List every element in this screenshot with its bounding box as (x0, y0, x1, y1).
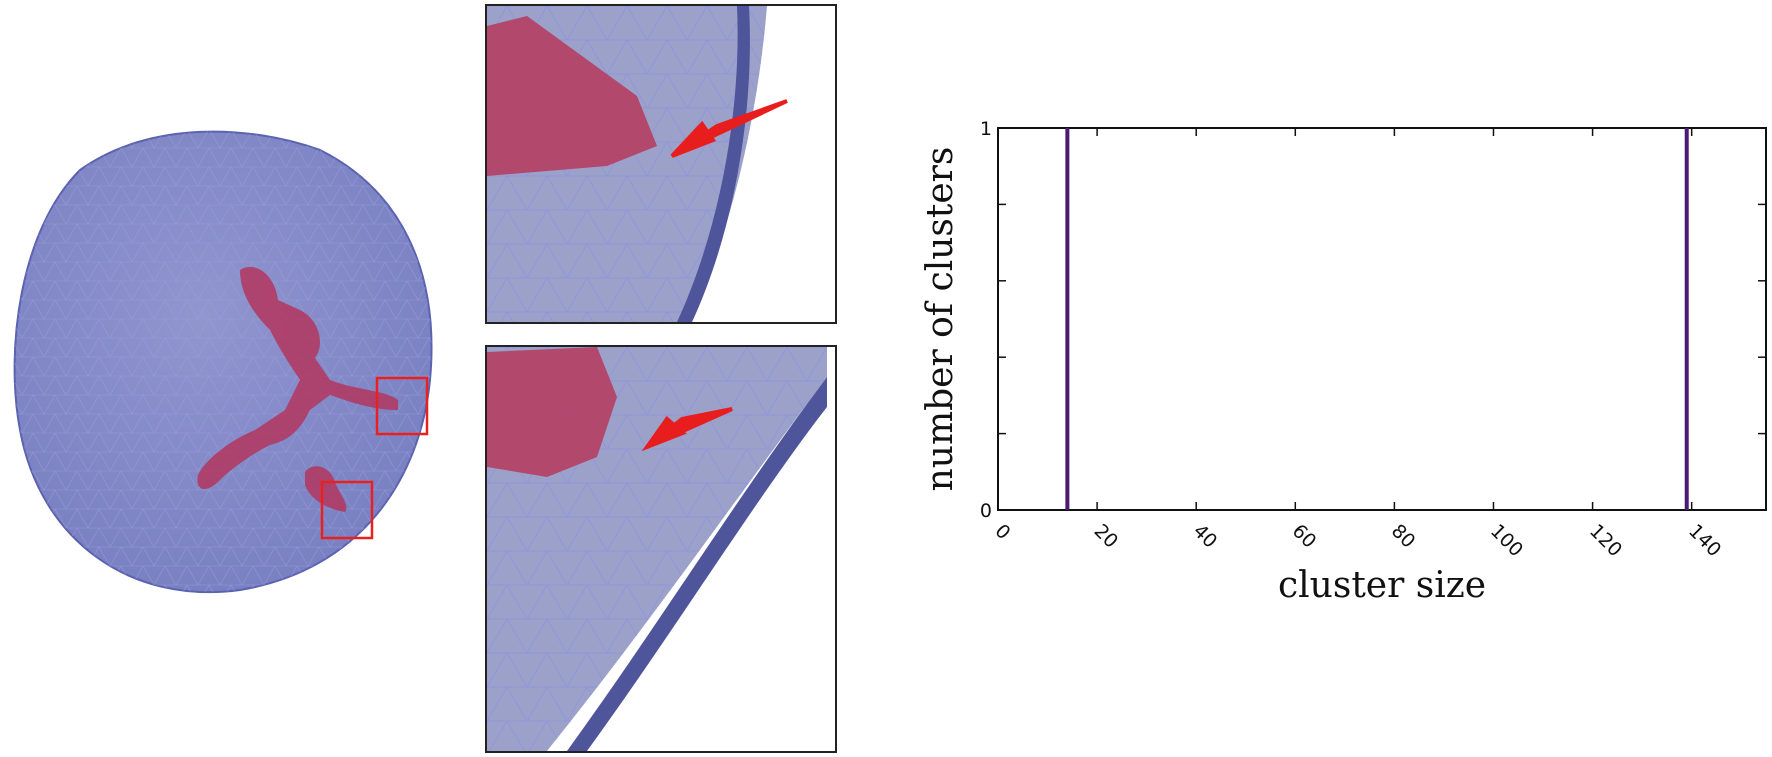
small-cluster (305, 466, 347, 512)
bar (1065, 128, 1070, 510)
y-tick-label: 0 (980, 500, 992, 522)
chart-svg: 01 0 20 40 60 80 100 120 140 cluster size numbe… (920, 118, 1767, 606)
red-arrow (670, 99, 788, 158)
highlight-box-lower (320, 480, 374, 540)
bars (1065, 128, 1689, 510)
zoomed-neck-icon (487, 6, 835, 322)
y-ticks: 01 (980, 118, 1766, 522)
x-tick-label: 120 (1585, 520, 1626, 561)
meshed-sphere-icon (13, 130, 433, 594)
x-tick-label: 60 (1288, 520, 1321, 553)
x-ticks: 0 20 40 60 80 100 120 140 (990, 128, 1725, 561)
plot-frame (997, 127, 1767, 511)
zoom-inset-lower (485, 345, 837, 753)
branching-cluster (197, 266, 398, 490)
sphere-mesh-image (0, 110, 440, 600)
zoom-inset-upper (485, 4, 837, 324)
x-tick-label: 80 (1387, 520, 1420, 553)
x-axis-title: cluster size (1278, 565, 1486, 606)
x-tick-label: 40 (1189, 520, 1222, 553)
x-tick-label: 0 (990, 520, 1014, 544)
red-arrow (641, 407, 733, 452)
highlight-box-upper (375, 376, 429, 436)
x-tick-label: 20 (1090, 520, 1123, 553)
y-tick-label: 1 (980, 118, 992, 140)
x-tick-label: 140 (1684, 520, 1725, 561)
y-axis-title: number of clusters (920, 147, 961, 492)
x-tick-label: 100 (1486, 520, 1527, 561)
bar (1684, 128, 1689, 510)
zoomed-neck-icon (487, 347, 835, 751)
